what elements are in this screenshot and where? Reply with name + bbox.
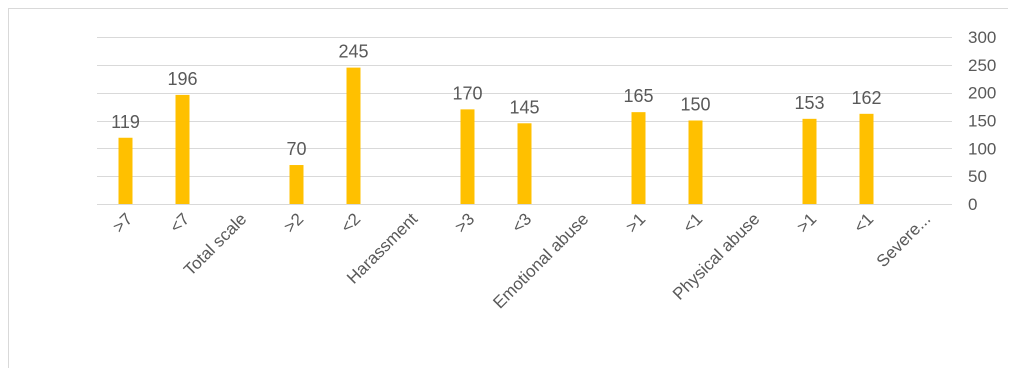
- data-label: 170: [452, 83, 482, 103]
- x-tick-label: >1: [793, 209, 820, 236]
- bar: [118, 137, 133, 204]
- y-tick-label: 300: [968, 28, 996, 47]
- chart-frame: [8, 8, 1008, 368]
- x-tick-label: >3: [451, 209, 478, 236]
- bar: [460, 109, 475, 204]
- bar: [175, 94, 190, 204]
- data-label: 145: [509, 97, 539, 117]
- x-tick-label: <3: [508, 209, 535, 236]
- x-tick-label: Emotional abuse: [489, 209, 592, 312]
- y-tick-label: 250: [968, 56, 996, 75]
- y-tick-label: 100: [968, 139, 996, 158]
- x-tick-label: Total scale: [180, 209, 250, 279]
- x-tick-label: >7: [109, 209, 136, 236]
- data-label: 70: [286, 139, 306, 159]
- data-label: 165: [623, 86, 653, 106]
- data-label: 245: [338, 42, 368, 62]
- bar: [289, 165, 304, 204]
- x-tick-label: Severe...: [873, 209, 935, 271]
- y-tick-label: 200: [968, 84, 996, 103]
- bar: [346, 67, 361, 204]
- data-label: 196: [167, 69, 197, 89]
- x-tick-label: <1: [679, 209, 706, 236]
- x-tick-label: <2: [337, 209, 364, 236]
- data-label: 150: [680, 95, 710, 115]
- y-tick-label: 0: [968, 195, 977, 214]
- y-tick-label: 50: [968, 167, 987, 186]
- x-tick-label: >2: [280, 209, 307, 236]
- bar: [517, 123, 532, 204]
- bar: [688, 120, 703, 204]
- x-tick-label: >1: [622, 209, 649, 236]
- x-tick-label: <7: [166, 209, 193, 236]
- data-label: 119: [111, 112, 140, 132]
- bar: [631, 112, 646, 204]
- y-tick-label: 150: [968, 112, 996, 131]
- data-label: 153: [794, 93, 824, 113]
- bar: [859, 113, 874, 204]
- data-label: 162: [851, 88, 881, 108]
- x-tick-label: <1: [850, 209, 877, 236]
- bar: [802, 118, 817, 204]
